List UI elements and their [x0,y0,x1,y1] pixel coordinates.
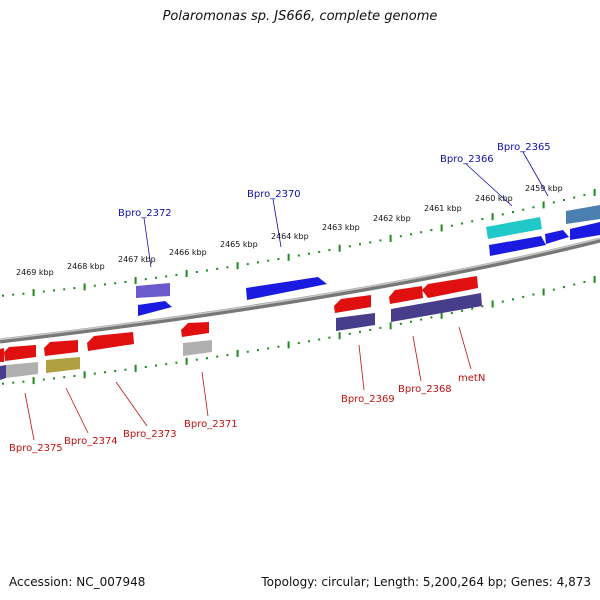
inner-tick-row [2,275,596,385]
gene-bpro-2371-arrow [181,322,209,337]
gene-bpro-2366-arrow [486,217,542,239]
scale-label-2462: 2462 kbp [373,214,411,223]
gene-reverse-purple-2 [336,313,375,331]
label-bpro-2372: Bpro_2372 [118,208,172,219]
scale-label-2463: 2463 kbp [322,223,360,232]
scale-label-2461: 2461 kbp [424,204,462,213]
label-bpro-2375: Bpro_2375 [9,443,63,454]
gene-metn-arrow [422,276,478,298]
gene-bpro-2365-arrow [566,205,600,224]
genome-stats-label: Topology: circular; Length: 5,200,264 bp… [261,575,591,589]
leader-bpro-2366 [465,163,513,207]
accession-label: Accession: NC_007948 [9,575,146,589]
gene-reverse-purple-edge [0,365,6,380]
scale-label-2467: 2467 kbp [118,255,156,264]
scale-label-2468: 2468 kbp [67,262,105,271]
gene-bpro-2375-arrow [4,345,36,361]
scale-label-2465: 2465 kbp [220,240,258,249]
leader-bpro-2370 [272,198,282,248]
map-title: Polaromonas sp. JS666, complete genome [162,9,438,24]
gene-bpro-2369-arrow [334,295,371,313]
genome-backbone-highlight [0,237,600,341]
gene-forward-blue-4 [138,301,172,316]
leader-bpro-2373 [115,381,148,427]
label-metn: metN [458,373,485,384]
reverse-strand-genes [0,276,482,380]
label-bpro-2369: Bpro_2369 [341,394,395,405]
gene-bpro-2370-arrow [246,277,327,300]
gene-reverse-purple-1 [391,293,482,322]
outer-tick-row [2,188,596,297]
forward-strand-genes [136,205,600,316]
scale-label-2469: 2469 kbp [16,268,54,277]
gene-forward-blue-2 [545,230,569,244]
gene-forward-blue-1 [489,236,546,256]
gene-reverse-grey-2 [6,362,38,378]
leader-bpro-2365 [522,151,549,197]
label-leader-lines [24,151,549,441]
leader-bpro-2368 [412,335,422,382]
label-bpro-2373: Bpro_2373 [123,429,177,440]
gene-reverse-grey-1 [183,340,212,356]
leader-bpro-2375 [24,392,35,441]
genome-backbone [0,237,600,344]
label-bpro-2374: Bpro_2374 [64,436,118,447]
gene-forward-blue-3 [570,222,600,240]
leader-bpro-2369 [358,344,365,391]
gene-labels: Bpro_2365 Bpro_2366 Bpro_2370 Bpro_2372 … [9,142,551,454]
scale-label-2460: 2460 kbp [475,194,513,203]
gene-bpro-2368-arrow [389,286,423,304]
label-bpro-2371: Bpro_2371 [184,419,238,430]
gene-bpro-2372-arrow [136,283,170,298]
leader-bpro-2372 [143,217,152,268]
scale-labels: 2459 kbp 2460 kbp 2461 kbp 2462 kbp 2463… [16,184,563,277]
leader-bpro-2371 [201,371,209,417]
gene-reverse-red-edge [0,348,4,362]
label-bpro-2365: Bpro_2365 [497,142,551,153]
scale-label-2466: 2466 kbp [169,248,207,257]
label-bpro-2368: Bpro_2368 [398,384,452,395]
scale-label-2464: 2464 kbp [271,232,309,241]
leader-metn [458,326,472,370]
gene-reverse-olive-1 [46,357,80,373]
label-bpro-2370: Bpro_2370 [247,189,301,200]
leader-bpro-2374 [65,387,89,434]
label-bpro-2366: Bpro_2366 [440,154,494,165]
gene-bpro-2374-arrow [44,340,78,356]
gene-bpro-2373-arrow [87,332,134,351]
